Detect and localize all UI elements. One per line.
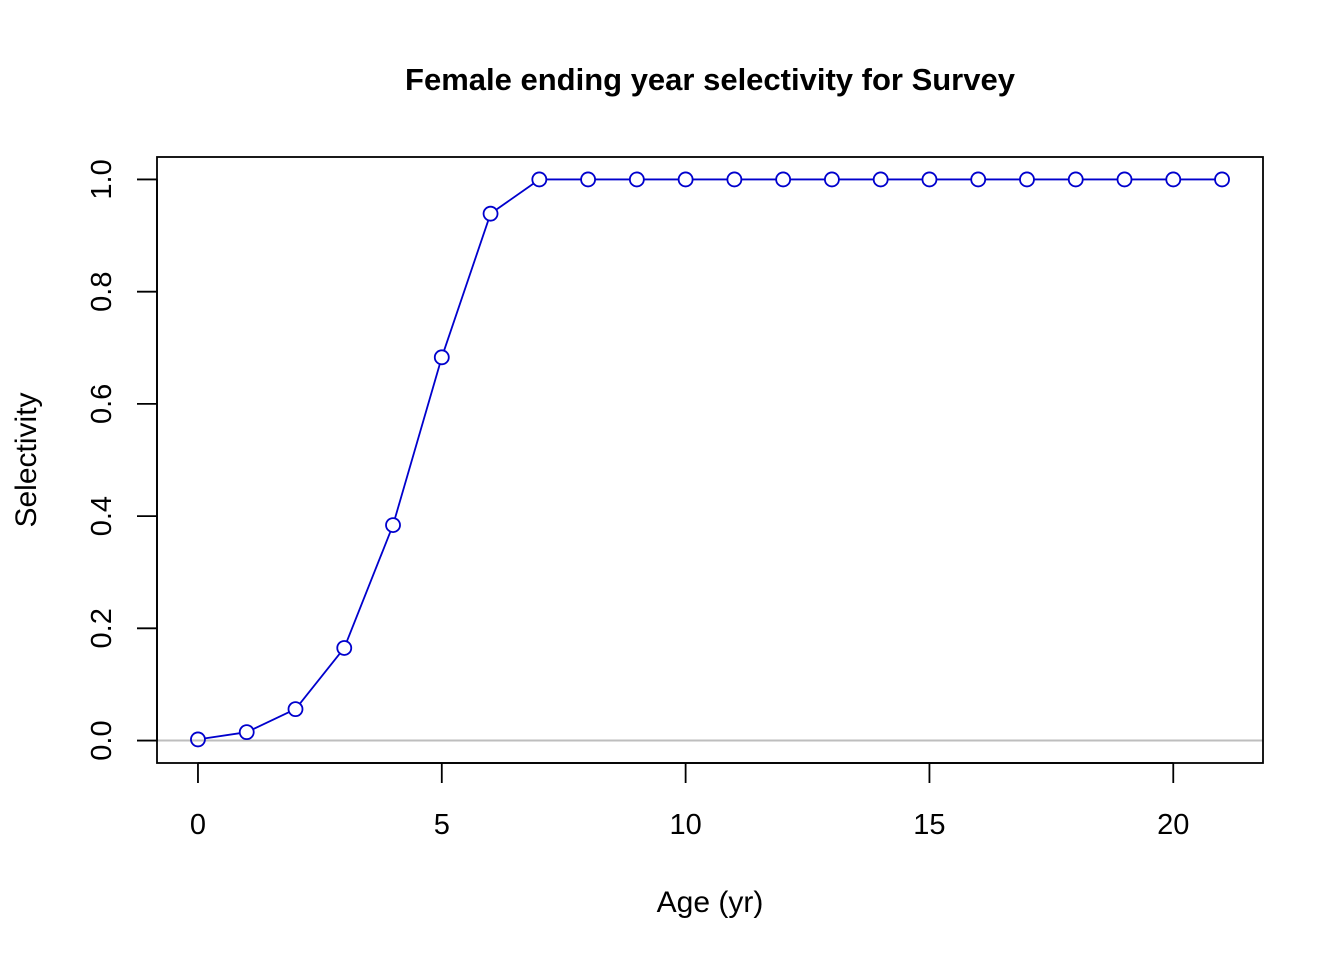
y-tick-label: 0.6 — [86, 384, 118, 424]
data-point-marker — [1019, 171, 1035, 188]
series-line-segment — [394, 363, 441, 519]
data-point-marker — [287, 701, 304, 718]
series-layer — [190, 171, 1230, 748]
y-tick-label: 0.2 — [86, 608, 118, 648]
data-point-marker — [385, 517, 401, 533]
series-line-segment — [443, 220, 490, 351]
x-tick-label: 15 — [913, 809, 945, 841]
y-tick-label: 0.8 — [86, 272, 118, 312]
data-point-marker — [824, 171, 840, 188]
data-point-marker — [190, 731, 206, 748]
data-point-marker — [238, 724, 255, 741]
y-axis-label: Selectivity — [10, 392, 43, 527]
x-tick-label: 20 — [1157, 809, 1189, 841]
data-point-marker — [677, 171, 694, 188]
series-line-segment — [204, 732, 240, 740]
data-point-marker — [628, 171, 645, 188]
data-point-marker — [1214, 171, 1230, 188]
data-point-marker — [970, 171, 987, 188]
data-point-marker — [336, 640, 353, 656]
data-point-marker — [1116, 171, 1133, 188]
series-line-segment — [252, 711, 290, 730]
data-point-marker — [433, 349, 450, 366]
plot-area-frame — [156, 156, 1264, 764]
series-line-segment — [346, 531, 392, 642]
data-point-marker — [921, 171, 938, 188]
data-point-marker — [726, 171, 743, 188]
y-axis: 0.0 0.2 0.4 0.6 0.8 1.0 — [86, 159, 158, 761]
data-point-marker — [775, 171, 792, 188]
data-point-marker — [482, 205, 499, 222]
chart-title: Female ending year selectivity for Surve… — [405, 62, 1016, 97]
series-line-segment — [495, 182, 535, 211]
x-tick-label: 5 — [434, 809, 450, 841]
data-point-marker — [1067, 171, 1084, 188]
y-tick-label: 0.4 — [86, 496, 118, 536]
series-line-segment — [299, 652, 341, 705]
data-point-marker — [580, 171, 596, 188]
y-tick-label: 1.0 — [86, 159, 118, 199]
data-point-marker — [872, 171, 889, 188]
data-point-marker — [1165, 171, 1182, 188]
x-tick-label: 10 — [669, 809, 701, 841]
y-tick-label: 0.0 — [86, 720, 118, 760]
data-point-marker — [531, 171, 548, 188]
x-axis: 0 5 10 15 20 — [190, 762, 1189, 841]
x-axis-label: Age (yr) — [657, 886, 764, 919]
x-tick-label: 0 — [190, 809, 206, 841]
